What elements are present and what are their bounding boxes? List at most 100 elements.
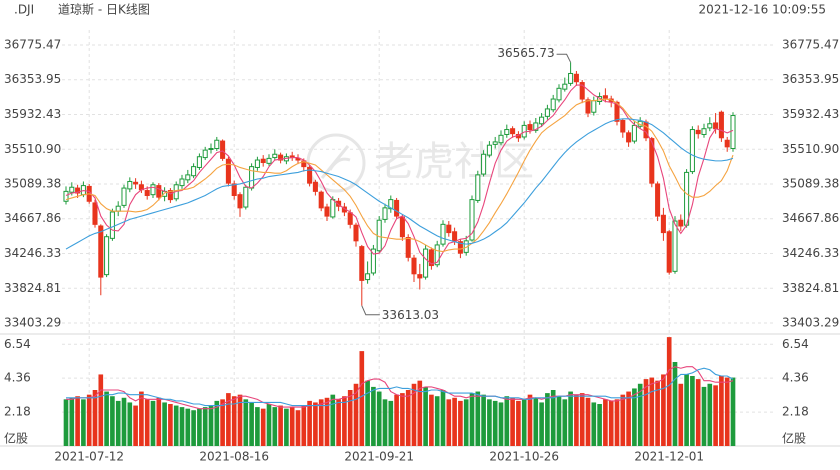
candle-body: [649, 138, 655, 184]
volume-bar: [284, 408, 289, 446]
volume-bar: [672, 362, 678, 446]
candle-body: [689, 129, 695, 173]
candle-body: [626, 132, 632, 143]
y-tick-label: 2.18: [4, 405, 31, 419]
volume-bar: [695, 379, 701, 446]
volume-bar: [690, 376, 695, 446]
candle-body: [492, 141, 498, 145]
y-tick-label-right: 35510.90: [782, 142, 839, 156]
volume-bar: [475, 391, 481, 446]
volume-bar: [620, 394, 626, 446]
volume-bar: [318, 399, 324, 446]
labels: 36775.47 36775.47 36353.95 36353.95 35932.43…: [4, 38, 839, 464]
volume-bar: [307, 400, 312, 446]
volume-bar: [684, 374, 689, 446]
volume-bar: [185, 408, 191, 446]
candle-body: [318, 191, 324, 209]
volume-bar: [603, 399, 608, 446]
volume-bar: [197, 408, 202, 446]
candle-body: [481, 153, 487, 175]
volume-bar: [92, 390, 98, 446]
y-tick-label: 34246.33: [4, 246, 61, 260]
volume-bar: [388, 400, 394, 446]
volume-bar: [237, 394, 243, 446]
volume-bar: [69, 397, 75, 446]
candle-body: [631, 124, 637, 142]
candle-body: [457, 241, 463, 254]
volume-bar: [417, 380, 423, 446]
volume-bar: [301, 405, 307, 446]
y-tick-label: 34667.86: [4, 211, 61, 225]
watermark-group: 老虎社区: [306, 133, 534, 193]
candle-body: [544, 108, 550, 117]
volume-bar: [574, 394, 579, 446]
candle-body: [614, 101, 620, 122]
volume-bar: [713, 385, 718, 446]
candle-body: [272, 153, 278, 159]
candle-body: [562, 83, 568, 90]
candle-body: [452, 231, 458, 242]
y-tick-label-right: 34667.86: [782, 211, 839, 225]
chart-title: 道琼斯 - 日K线图: [58, 2, 150, 17]
y-tick-label: 4.36: [4, 371, 31, 385]
candle-body: [573, 73, 579, 83]
volume-bar: [550, 390, 556, 446]
candle-body: [602, 95, 608, 99]
volume-bar: [208, 405, 214, 446]
volume-bar: [110, 396, 115, 446]
volume-bar: [539, 402, 544, 446]
volume-bar: [440, 390, 446, 446]
candle-body: [585, 99, 591, 114]
candle-body: [266, 157, 272, 164]
min-leader: [361, 305, 380, 316]
volume-unit-right: 亿股: [782, 431, 806, 446]
volume-bar: [666, 337, 672, 446]
x-tick-label: 2021-07-12: [54, 450, 124, 464]
volume-bar: [255, 407, 260, 446]
candle-body: [672, 220, 678, 272]
volume-bar: [545, 393, 550, 446]
candle-body: [568, 72, 574, 84]
candle-body: [179, 178, 185, 187]
candle-body: [405, 237, 411, 258]
candle-body: [475, 174, 481, 201]
candle-body: [127, 180, 133, 190]
y-tick-label: 36353.95: [4, 72, 61, 86]
volume-bar: [701, 386, 707, 446]
volume-bar: [121, 397, 127, 446]
candle-body: [336, 200, 342, 207]
candle-body: [185, 174, 191, 181]
ma-line: [65, 84, 734, 265]
y-tick-label: 33824.81: [4, 281, 61, 295]
volume-bar: [191, 410, 196, 446]
volume-bar: [162, 402, 167, 446]
volume-bar: [556, 396, 562, 446]
candle-body: [330, 199, 336, 218]
grid: [62, 30, 776, 446]
candle-body: [109, 211, 115, 239]
volume-bar: [643, 379, 649, 446]
volume-bar: [266, 404, 272, 446]
volume-bar: [75, 396, 80, 446]
candle-body: [469, 199, 475, 241]
volume-bar: [492, 400, 498, 446]
x-tick-label: 2021-10-26: [489, 450, 559, 464]
volume-bar: [730, 377, 736, 446]
volume-bar: [405, 390, 411, 446]
volume-bar: [614, 399, 620, 446]
candle-body: [539, 116, 545, 125]
ma-line: [65, 98, 734, 253]
volume-bar: [608, 400, 614, 446]
volume-bar: [260, 408, 266, 446]
candle-body: [353, 224, 359, 242]
y-tick-label-right: 36353.95: [782, 72, 839, 86]
candle-body: [324, 206, 330, 217]
candle-body: [347, 212, 353, 225]
candle-body: [486, 144, 492, 156]
candle-body: [254, 159, 260, 168]
volume-bar: [452, 397, 457, 446]
volume-bar: [324, 397, 330, 446]
candle-body: [260, 158, 266, 164]
candle-body: [730, 115, 736, 150]
y-tick-label-right: 34246.33: [782, 246, 839, 260]
